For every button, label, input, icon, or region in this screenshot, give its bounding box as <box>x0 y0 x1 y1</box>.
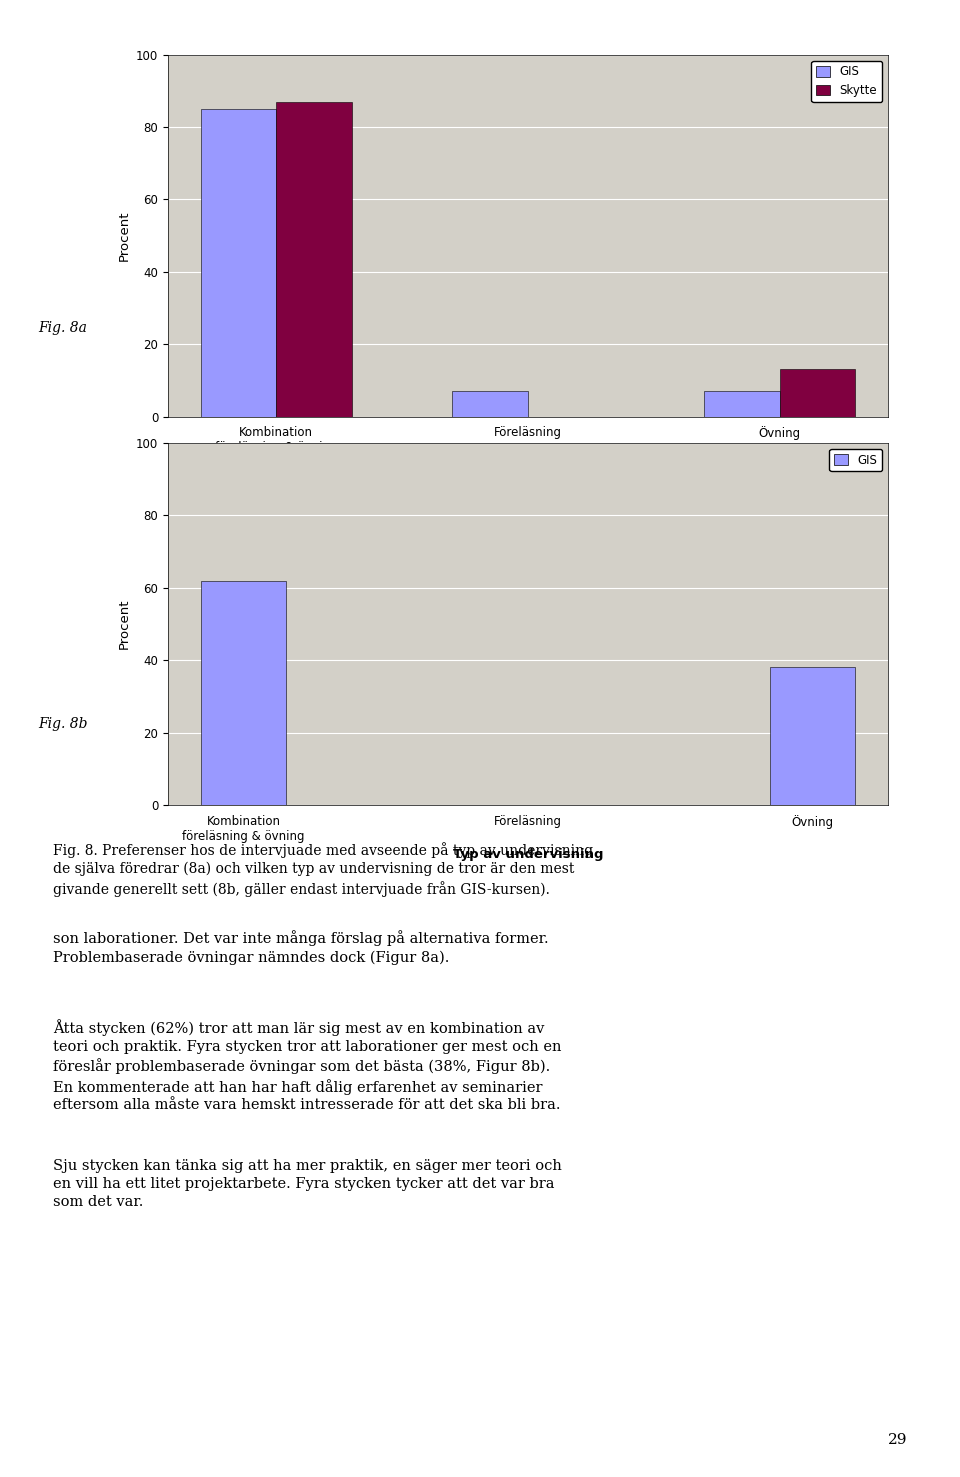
Bar <box>705 391 780 417</box>
Y-axis label: Procent: Procent <box>117 598 131 650</box>
Text: son laborationer. Det var inte många förslag på alternativa former.
Problembaser: son laborationer. Det var inte många för… <box>53 931 548 964</box>
Text: Åtta stycken (62%) tror att man lär sig mest av en kombination av
teori och prak: Åtta stycken (62%) tror att man lär sig … <box>53 1019 562 1112</box>
Text: Fig. 8a: Fig. 8a <box>38 321 87 335</box>
Bar <box>201 580 286 805</box>
Bar <box>780 369 855 417</box>
X-axis label: Typ av undervisning: Typ av undervisning <box>453 848 603 861</box>
Bar <box>201 109 276 417</box>
Text: 29: 29 <box>888 1434 907 1447</box>
Bar <box>276 102 351 417</box>
Text: Fig. 8. Preferenser hos de intervjuade med avseende på typ av undervisning
de sj: Fig. 8. Preferenser hos de intervjuade m… <box>53 842 593 897</box>
Legend: GIS, Skytte: GIS, Skytte <box>811 61 882 102</box>
Text: Sju stycken kan tänka sig att ha mer praktik, en säger mer teori och
en vill ha : Sju stycken kan tänka sig att ha mer pra… <box>53 1159 562 1210</box>
Y-axis label: Procent: Procent <box>117 210 131 261</box>
Bar <box>452 391 528 417</box>
Legend: GIS: GIS <box>829 449 882 471</box>
Bar <box>770 668 855 805</box>
X-axis label: Typ av undervisning: Typ av undervisning <box>453 459 603 473</box>
Text: Fig. 8b: Fig. 8b <box>38 716 88 731</box>
